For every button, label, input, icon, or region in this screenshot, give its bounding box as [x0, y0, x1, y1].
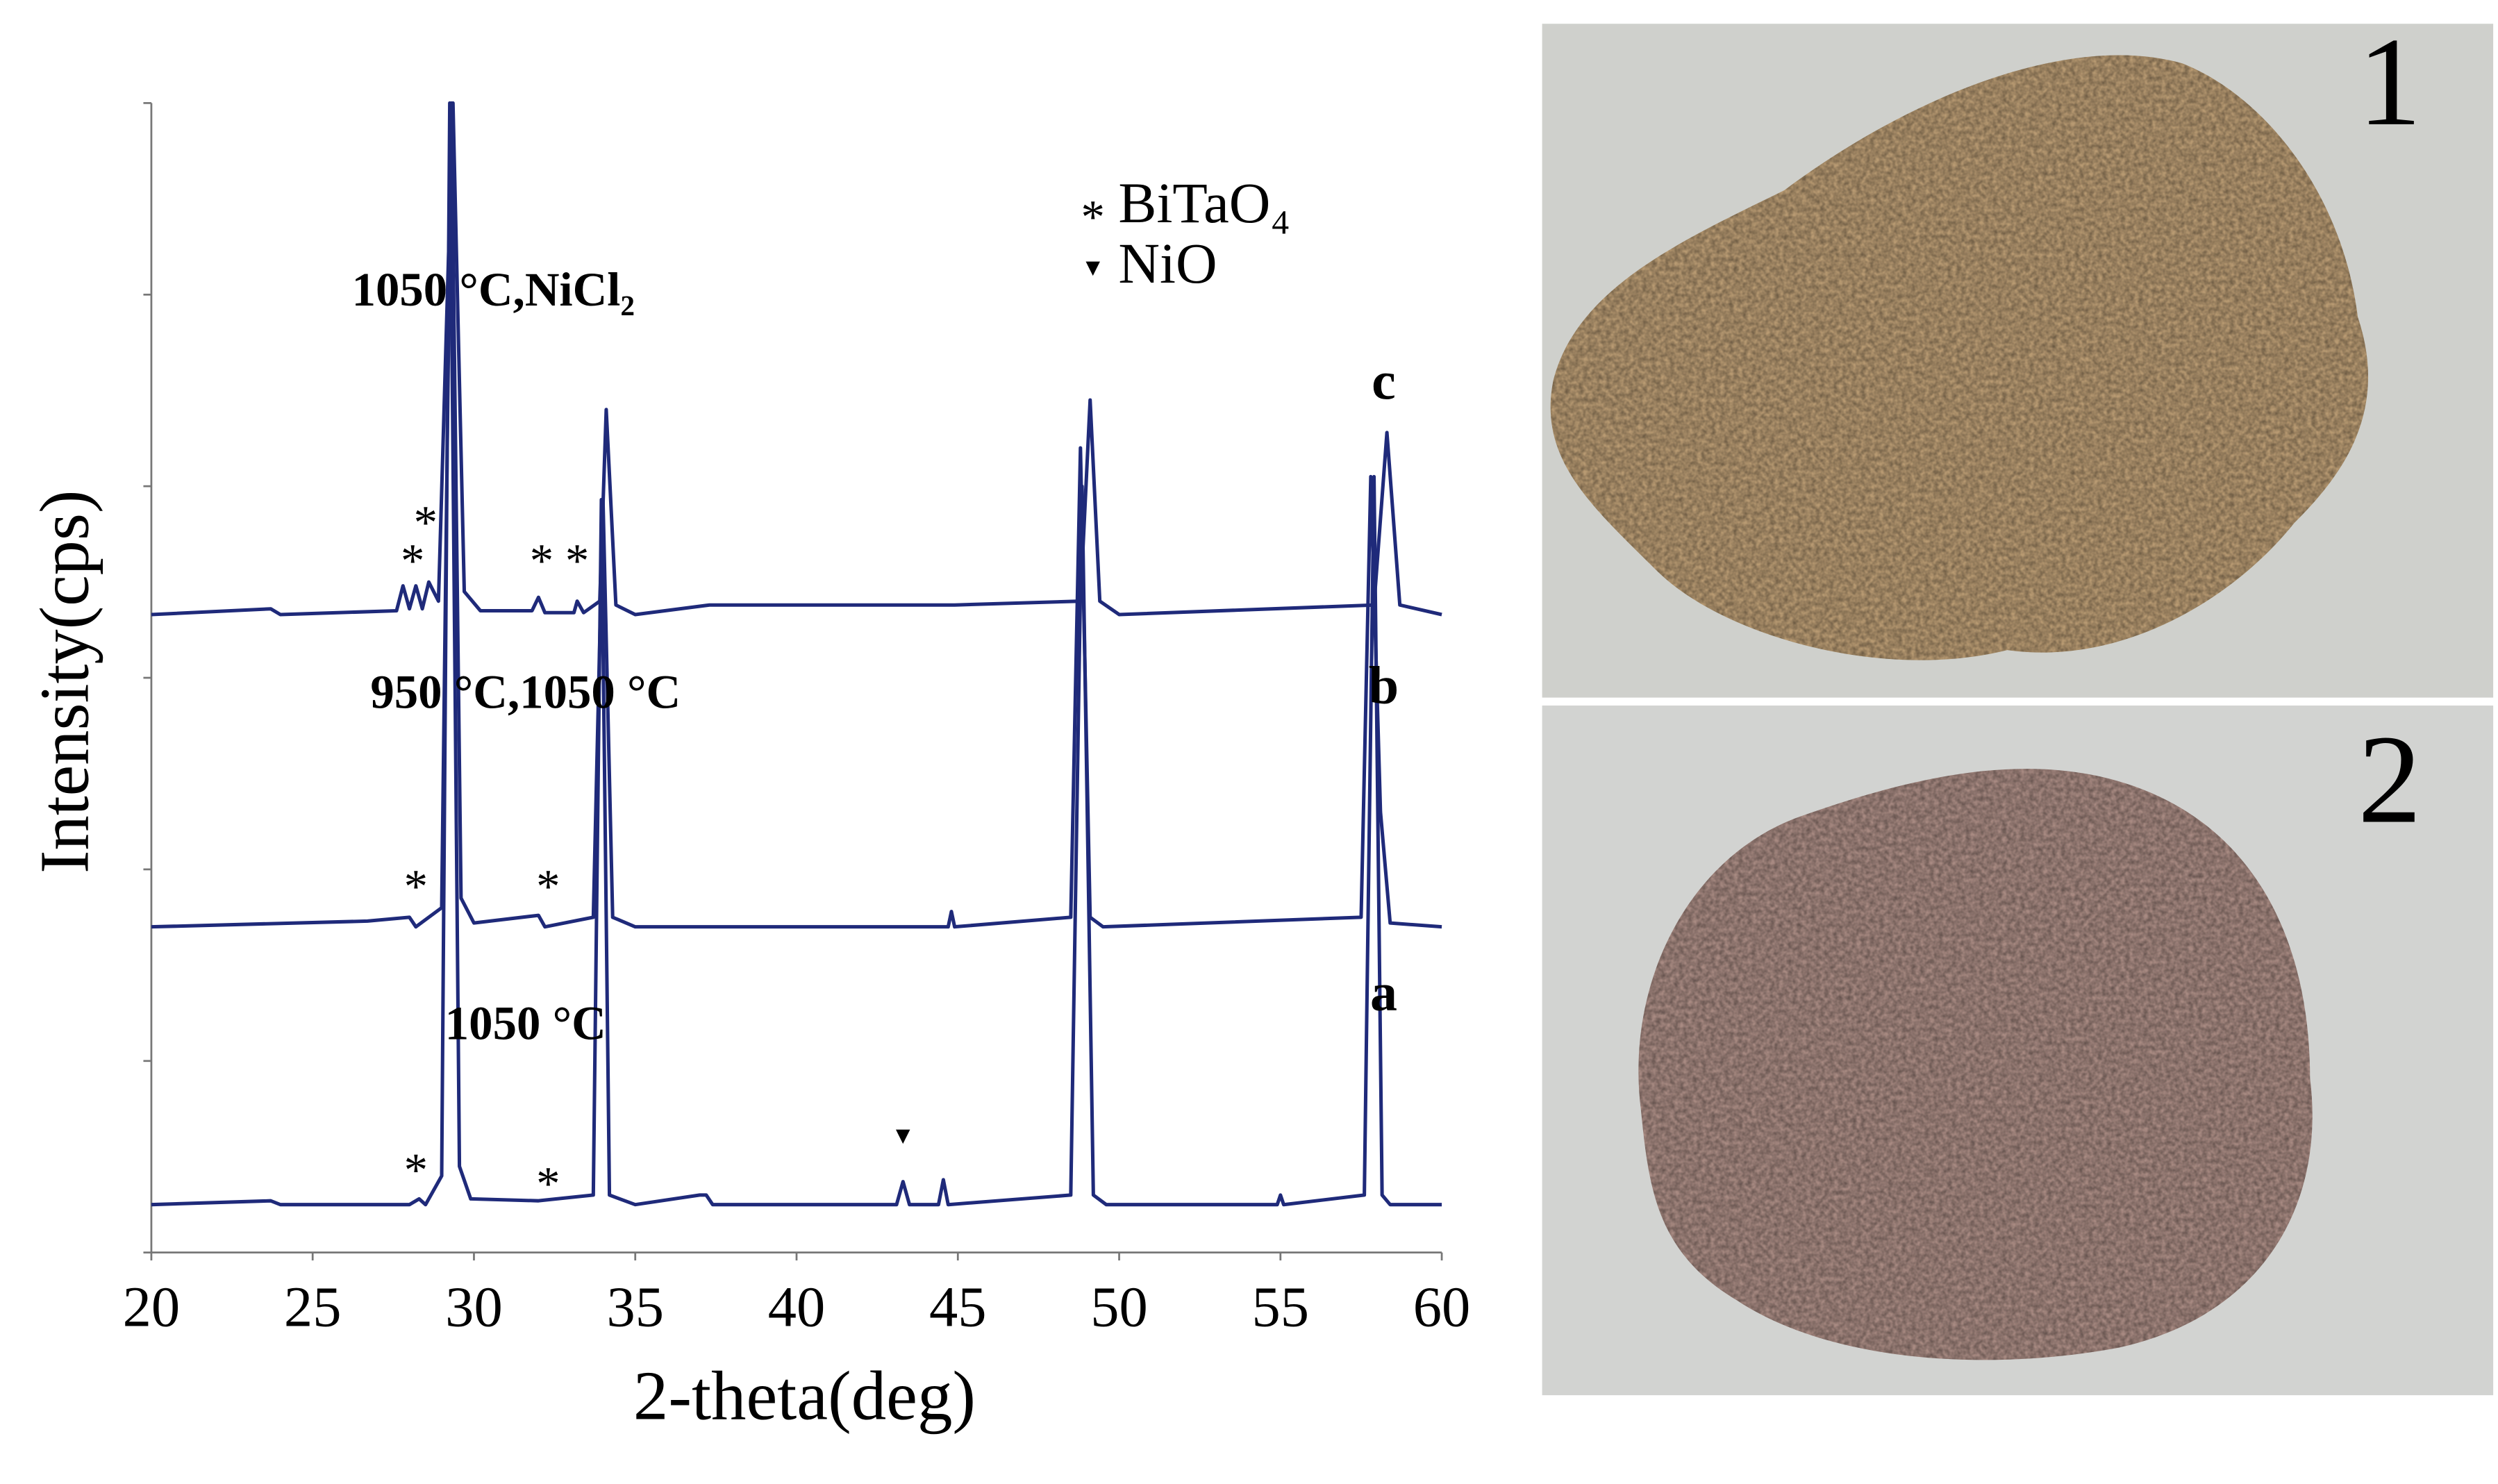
- powder-texture: [1550, 55, 2368, 660]
- peak-marker: *: [404, 1144, 428, 1197]
- xrd-pattern: [151, 101, 1442, 617]
- annotation: a: [1370, 962, 1397, 1022]
- peak-marker: *: [536, 860, 560, 913]
- x-tick-label: 20: [123, 1275, 181, 1338]
- nio-marker: ▾: [896, 1119, 910, 1151]
- photo-panel-2: 2: [1542, 705, 2494, 1396]
- legend-symbol: *: [1081, 190, 1104, 243]
- y-axis-label: Intensity(cps): [25, 490, 103, 874]
- peak-marker: *: [536, 1157, 560, 1210]
- x-tick-label: 55: [1252, 1275, 1310, 1338]
- annotation: 1050 °C: [445, 997, 606, 1050]
- x-tick-label: 50: [1090, 1275, 1148, 1338]
- photo-label: 1: [2358, 11, 2422, 152]
- x-tick-label: 30: [445, 1275, 503, 1338]
- x-tick-label: 25: [284, 1275, 342, 1338]
- x-axis-label: 2-theta(deg): [633, 1357, 976, 1435]
- annotation: 950 °C,1050 °C: [370, 665, 681, 718]
- x-tick-label: 35: [606, 1275, 664, 1338]
- annotation: c: [1372, 351, 1396, 411]
- legend-label: BiTaO₄: [1118, 172, 1290, 235]
- photo-panel-1: 1: [1542, 11, 2494, 698]
- powder-texture: [1638, 769, 2313, 1360]
- annotation: 1050 °C,NiCl₂: [352, 263, 635, 316]
- peak-marker: *: [401, 535, 424, 587]
- peak-marker: *: [404, 860, 428, 913]
- peak-marker: *: [565, 535, 589, 587]
- xrd-pattern: [151, 101, 1442, 1207]
- peak-marker: *: [414, 497, 438, 549]
- x-tick-label: 60: [1413, 1275, 1471, 1338]
- xrd-pattern: [151, 101, 1442, 929]
- legend-symbol: ▾: [1085, 251, 1100, 283]
- legend-label: NiO: [1118, 232, 1217, 295]
- x-tick-label: 40: [768, 1275, 826, 1338]
- photo-label: 2: [2358, 709, 2422, 850]
- x-tick-label: 45: [929, 1275, 987, 1338]
- peak-marker: *: [530, 535, 553, 587]
- annotation: b: [1369, 656, 1399, 715]
